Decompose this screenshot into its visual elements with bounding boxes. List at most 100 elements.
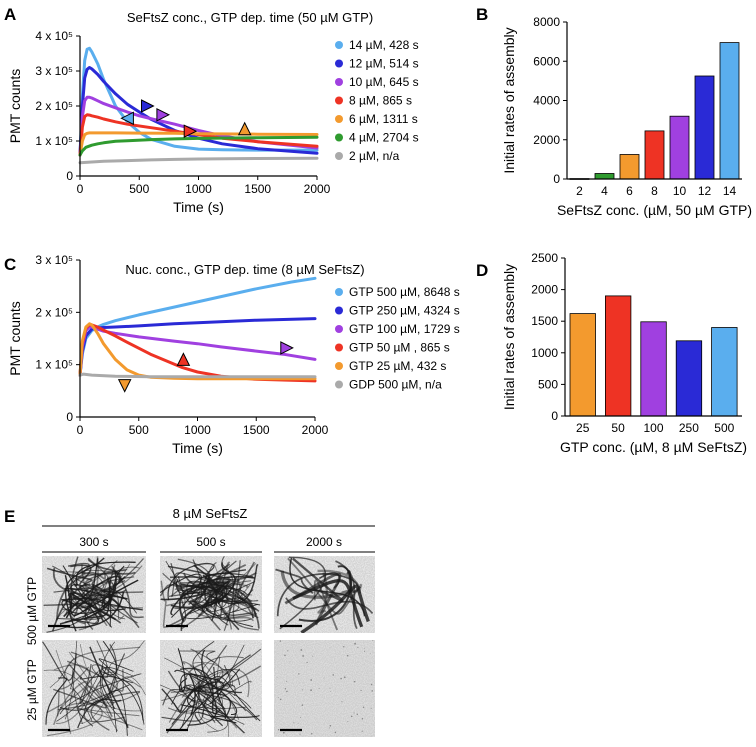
bar-500 — [711, 327, 738, 417]
y-axis-label: PMT counts — [7, 69, 23, 143]
legend-swatch — [335, 133, 343, 142]
series-line-6 — [78, 156, 319, 165]
x-tick-label: 14 — [723, 184, 737, 198]
legend-entry: GTP 50 µM , 865 s — [349, 341, 450, 355]
y-tick-label: 8000 — [533, 15, 560, 29]
legend-swatch — [335, 362, 343, 370]
legend-swatch — [335, 288, 343, 296]
column-label-500s: 500 s — [196, 535, 225, 549]
bar-4 — [594, 173, 615, 180]
micrograph-tile-2 — [274, 556, 375, 633]
row-label-25uM-gtp: 25 µM GTP — [25, 659, 39, 721]
x-tick-label: 500 — [129, 423, 149, 437]
legend-entry: 12 µM, 514 s — [349, 57, 419, 71]
time-marker-0 — [117, 379, 132, 393]
x-tick-label: 0 — [77, 182, 84, 196]
bar-12 — [694, 75, 715, 180]
legend-swatch — [335, 59, 343, 68]
y-tick-label: 6000 — [533, 54, 560, 68]
x-axis-label: SeFtsZ conc. (µM, 50 µM GTP) — [557, 202, 752, 218]
legend-entry: GTP 500 µM, 8648 s — [349, 285, 460, 299]
legend-swatch — [335, 343, 343, 352]
row-label-500uM-gtp: 500 µM GTP — [25, 577, 39, 645]
x-tick-label: 1500 — [243, 423, 270, 437]
bar-50 — [605, 295, 632, 417]
legend-swatch — [335, 306, 343, 315]
y-tick-label: 1 x 10⁵ — [35, 358, 73, 372]
x-axis-label: Time (s) — [173, 199, 224, 215]
legend-swatch — [335, 115, 343, 123]
time-marker-2 — [156, 107, 171, 122]
legend-entry: 8 µM, 865 s — [349, 94, 412, 108]
micrograph-tile-5 — [274, 640, 375, 737]
y-tick-label: 1500 — [531, 314, 558, 328]
bar-8 — [644, 130, 665, 180]
x-tick-label: 6 — [626, 184, 633, 198]
bar-10 — [669, 115, 690, 180]
x-tick-label: 1500 — [244, 182, 271, 196]
series-line-5 — [78, 135, 319, 157]
chart-d: 25 50 100 250 500 0 500 1000 1500 2000 2500 GTP con… — [501, 251, 747, 455]
legend-swatch — [335, 78, 343, 86]
y-tick-label: 2 x 10⁵ — [35, 305, 73, 319]
y-tick-label: 500 — [538, 377, 558, 391]
time-marker-4 — [237, 121, 252, 136]
column-label-2000s: 2000 s — [306, 535, 342, 549]
y-tick-label: 1 x 10⁵ — [35, 134, 73, 148]
x-tick-label: 0 — [77, 423, 84, 437]
chart-a: SeFtsZ conc., GTP dep. time (50 µM GTP) 0… — [7, 10, 419, 215]
bar-25 — [569, 313, 596, 417]
column-label-300s: 300 s — [79, 535, 108, 549]
y-tick-label: 0 — [66, 410, 73, 424]
x-tick-label: 12 — [698, 184, 712, 198]
micrograph-header: 8 µM SeFtsZ — [173, 506, 248, 521]
micrograph-tile-0 — [42, 556, 146, 633]
x-tick-label: 50 — [611, 421, 625, 435]
x-tick-label: 2000 — [302, 423, 329, 437]
y-axis-label: Initial rates of assembly — [501, 27, 517, 173]
y-tick-label: 2500 — [531, 251, 558, 265]
legend-swatch — [335, 325, 343, 333]
bar-6 — [619, 154, 640, 180]
time-marker-1 — [141, 99, 155, 113]
micrograph-tile-3 — [42, 640, 146, 737]
x-tick-label: 1000 — [185, 182, 212, 196]
bar-250 — [675, 340, 703, 417]
time-marker-0 — [120, 111, 134, 126]
bar-14 — [719, 42, 740, 180]
x-tick-label: 500 — [129, 182, 149, 196]
y-tick-label: 0 — [553, 172, 560, 186]
series-line-5 — [78, 372, 317, 379]
legend-entry: 6 µM, 1311 s — [349, 112, 418, 126]
x-tick-label: 8 — [651, 184, 658, 198]
series-line-3 — [78, 113, 319, 157]
panel-label-C: C — [4, 255, 16, 274]
x-axis-label: Time (s) — [172, 440, 223, 456]
legend-entry: GDP 500 µM, n/a — [349, 378, 442, 392]
panel-label-D: D — [476, 261, 488, 280]
bar-100 — [640, 321, 667, 417]
chart-title: SeFtsZ conc., GTP dep. time (50 µM GTP) — [127, 10, 373, 25]
panel-label-A: A — [4, 5, 16, 24]
panel-label-E: E — [4, 507, 15, 526]
micrograph-tile-4 — [160, 640, 262, 737]
x-tick-label: 1000 — [184, 423, 211, 437]
y-tick-label: 2000 — [533, 133, 560, 147]
series-line-0 — [78, 46, 319, 157]
chart-title: Nuc. conc., GTP dep. time (8 µM SeFtsZ) — [125, 262, 364, 277]
x-tick-label: 25 — [576, 421, 590, 435]
x-tick-label: 100 — [643, 421, 663, 435]
series-line-1 — [78, 66, 319, 157]
series-line-4 — [78, 131, 319, 157]
micrograph-tile-1 — [160, 556, 262, 633]
micrograph-panel: 8 µM SeFtsZ 300 s 500 s 2000 s 500 µM GT… — [25, 506, 375, 737]
series-line-1 — [78, 317, 317, 377]
x-tick-label: 2 — [576, 184, 583, 198]
y-tick-label: 4 x 10⁵ — [35, 29, 73, 43]
time-marker-1 — [176, 352, 191, 366]
legend-entry: 14 µM, 428 s — [349, 38, 419, 52]
chart-b: 2 4 6 8 10 12 14 0 2000 4000 6000 8000 SeFtsZ conc. … — [501, 15, 752, 218]
x-tick-label: 500 — [714, 421, 734, 435]
y-tick-label: 4000 — [533, 94, 560, 108]
